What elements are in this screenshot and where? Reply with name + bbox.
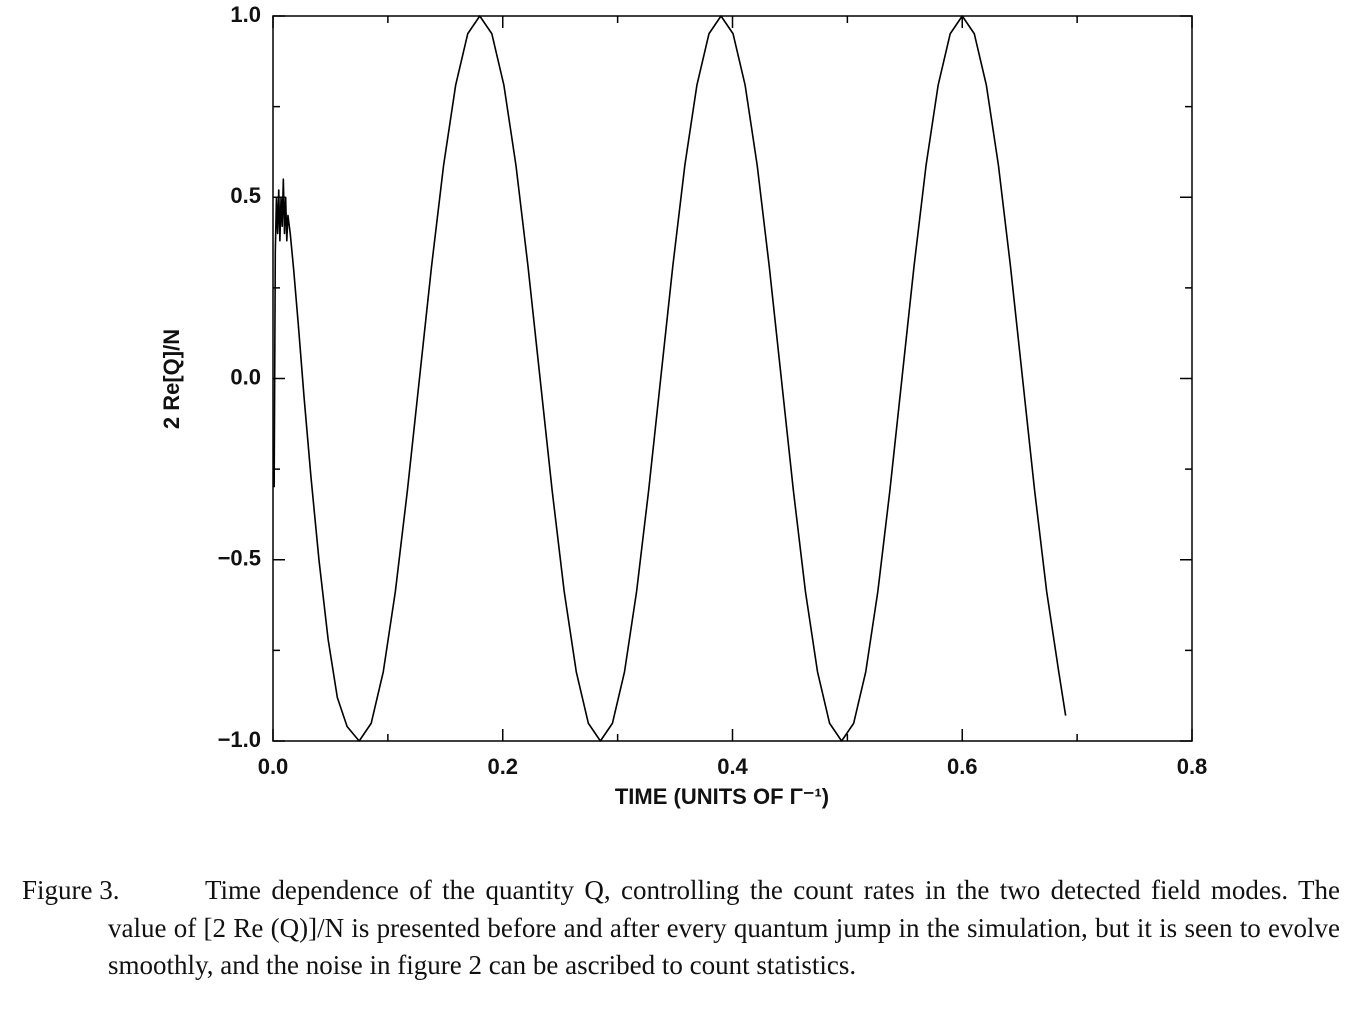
x-axis-label: TIME (UNITS OF Γ⁻¹) (615, 784, 829, 809)
x-tick-label: 0.4 (717, 754, 748, 779)
y-tick-label: 0.5 (230, 183, 261, 208)
y-tick-label: 0.0 (230, 364, 261, 389)
y-tick-label: 1.0 (230, 2, 261, 27)
plot-frame (272, 15, 1193, 742)
y-axis-label: 2 Re[Q]/N (159, 329, 184, 429)
y-tick-label: −0.5 (218, 546, 261, 571)
caption-text: Time dependence of the quantity Q, contr… (108, 875, 1340, 980)
x-tick-label: 0.0 (258, 754, 289, 779)
x-tick-label: 0.6 (947, 754, 978, 779)
caption: Figure 3. Time dependence of the quantit… (22, 872, 1340, 985)
x-tick-label: 0.2 (487, 754, 518, 779)
chart: TIME (UNITS OF Γ⁻¹) 2 Re[Q]/N 0.0 0.2 0.4 0… (159, 2, 1208, 809)
y-tick-label: −1.0 (218, 727, 261, 752)
data-line (273, 15, 1067, 742)
x-tick-label: 0.8 (1177, 754, 1208, 779)
caption-label: Figure 3. (22, 875, 120, 905)
